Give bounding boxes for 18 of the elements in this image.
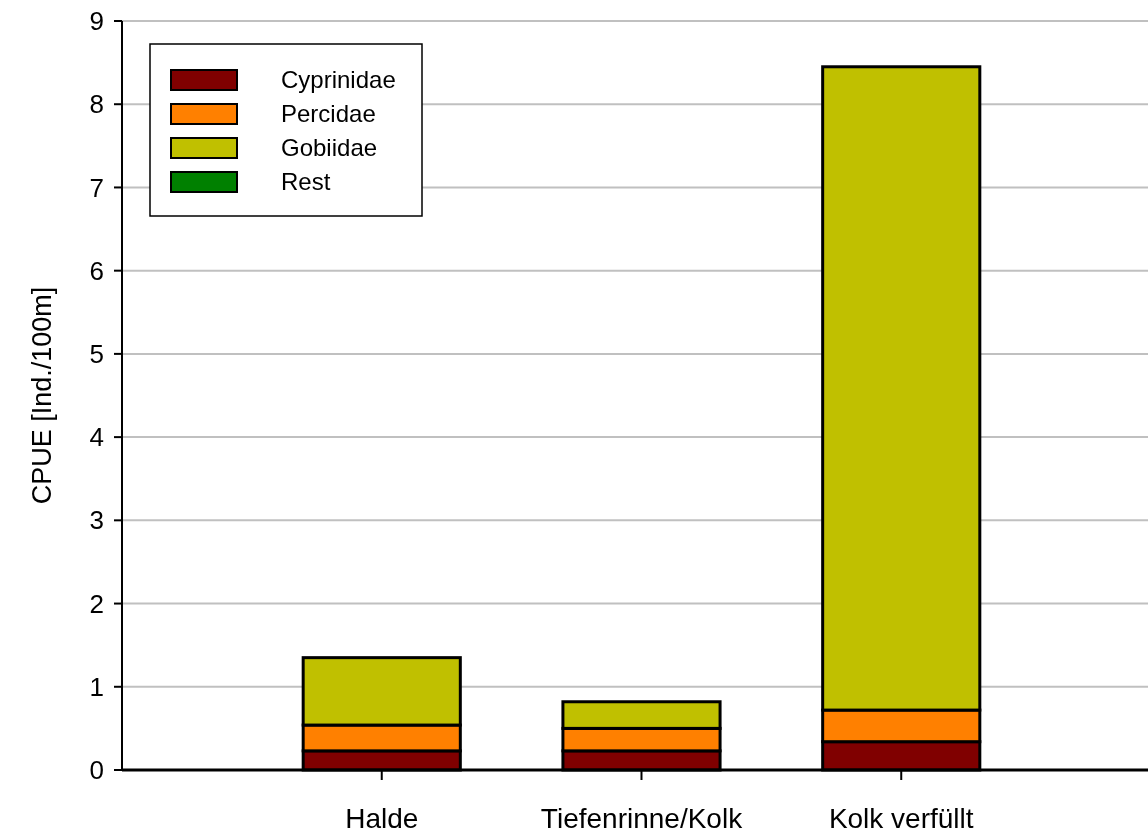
y-tick-label: 6 xyxy=(89,255,104,286)
y-tick-label: 3 xyxy=(89,505,104,536)
y-tick-label: 2 xyxy=(89,588,104,619)
legend-label: Rest xyxy=(281,168,331,196)
y-tick-label: 8 xyxy=(89,89,104,120)
y-tick-label: 5 xyxy=(89,338,104,369)
y-tick-label: 0 xyxy=(89,755,104,786)
legend-label: Percidae xyxy=(281,100,376,128)
y-tick-label: 7 xyxy=(89,172,104,203)
legend-label: Cyprinidae xyxy=(281,66,396,94)
y-tick-label: 4 xyxy=(89,422,104,453)
y-axis-title: CPUE [Ind./100m] xyxy=(27,286,58,505)
legend-label: Gobiidae xyxy=(281,134,378,162)
x-tick-label: Halde xyxy=(345,802,419,834)
x-tick-label: Tiefenrinne/Kolk xyxy=(540,802,744,834)
y-tick-label: 1 xyxy=(89,671,104,702)
y-tick-label: 9 xyxy=(89,6,104,37)
x-tick-label: Kolk verfüllt xyxy=(828,802,974,834)
